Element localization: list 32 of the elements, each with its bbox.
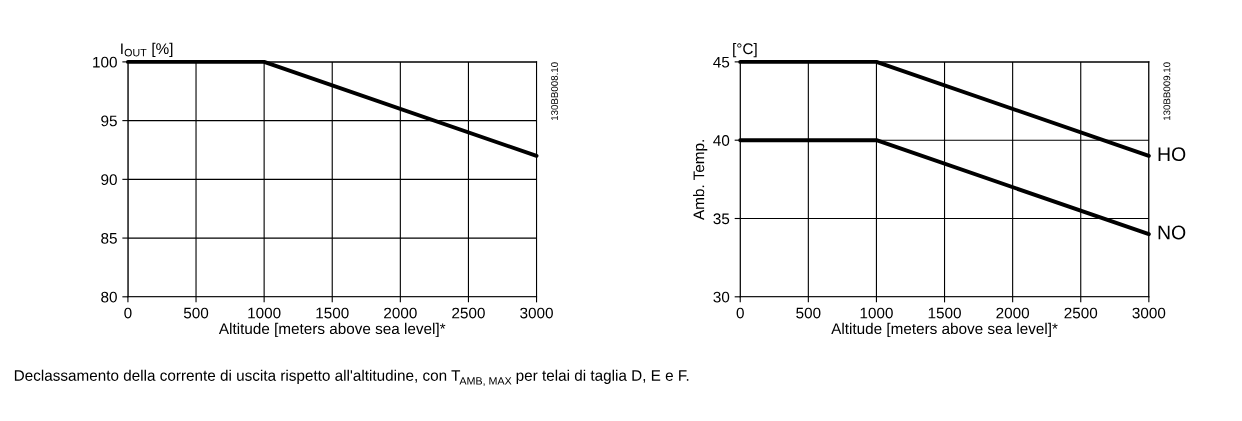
y-tick-label: 35: [713, 213, 730, 225]
x-tick-label: 2500: [452, 307, 485, 319]
x-tick-label: 2500: [1064, 307, 1098, 319]
y-tick-label: 85: [101, 232, 117, 244]
x-tick-label: 3000: [520, 307, 553, 319]
x-tick-label: 1500: [928, 307, 961, 319]
x-tick-label: 1500: [316, 307, 349, 319]
x-tick-label: 3000: [1132, 307, 1166, 319]
x-axis-title: Altitude [meters above sea level]*: [831, 322, 1058, 338]
x-tick-label: 500: [796, 307, 821, 319]
text: 130BB008.10: [551, 62, 558, 121]
x-tick-label: 1000: [860, 307, 893, 319]
text: [°C]: [733, 42, 757, 58]
y-tick-label: 80: [101, 291, 117, 303]
series-label: HO: [1158, 147, 1186, 162]
x-tick-label: 2000: [384, 307, 417, 319]
y-tick-label: 45: [713, 56, 730, 68]
x-tick-label: 0: [736, 307, 744, 319]
series-label: NO: [1158, 225, 1186, 240]
y-tick-label: 90: [101, 174, 117, 186]
x-tick-label: 2000: [996, 307, 1030, 319]
y-tick-label: 100: [93, 56, 117, 68]
text: 130BB009.10: [1163, 62, 1171, 121]
y-tick-label: 95: [101, 115, 117, 127]
y-axis-title: Amb. Temp.: [693, 140, 708, 220]
x-tick-label: 1000: [248, 307, 281, 319]
x-tick-label: 0: [124, 307, 132, 319]
y-axis-title: I$_{OUT}$ [%]: [121, 42, 173, 58]
y-tick-label: 40: [713, 135, 730, 146]
x-axis-title: Altitude [meters above sea level]*: [218, 322, 446, 338]
x-tick-label: 500: [183, 307, 209, 319]
y-tick-label: 30: [713, 291, 730, 303]
